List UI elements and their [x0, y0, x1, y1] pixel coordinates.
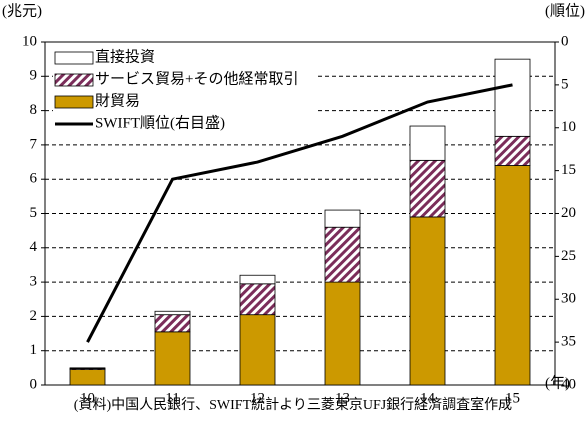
bar-segment — [494, 135, 531, 166]
legend-swatch — [54, 95, 94, 109]
bar-segment — [69, 369, 106, 386]
y-tick-label: 3 — [30, 274, 38, 290]
bar-segment — [154, 310, 191, 316]
bar-segment — [239, 314, 276, 386]
bar-segment — [324, 281, 361, 386]
y-tick-label: 10 — [22, 33, 37, 49]
x-tick-label: 14 — [420, 390, 436, 406]
bar-segment — [154, 331, 191, 386]
y2-tick-label: 5 — [561, 76, 569, 92]
legend-swatch — [54, 51, 94, 65]
bar-segment — [409, 125, 446, 161]
x-axis-unit: (年) — [545, 374, 570, 391]
y-tick-label: 4 — [30, 239, 38, 255]
y-tick-label: 2 — [30, 308, 38, 324]
y2-tick-label: 20 — [561, 205, 576, 221]
x-tick-label: 12 — [250, 390, 265, 406]
legend-label: 財貿易 — [95, 92, 140, 109]
line — [86, 83, 513, 343]
bar-segment — [409, 159, 446, 218]
y2-tick-label: 25 — [561, 248, 576, 264]
bar-segment — [494, 165, 531, 386]
x-tick-label: 10 — [80, 390, 95, 406]
y-tick-label: 7 — [30, 136, 38, 152]
y-tick-label: 8 — [30, 102, 38, 118]
y2-tick-label: 15 — [561, 162, 576, 178]
y2-axis-label: (順位) — [545, 2, 585, 19]
x-tick-label: 15 — [505, 390, 520, 406]
y-tick-label: 0 — [30, 376, 38, 392]
bar-segment — [324, 209, 361, 228]
y2-tick-label: 30 — [561, 291, 576, 307]
bar-segment — [409, 216, 446, 386]
y2-tick-label: 35 — [561, 334, 576, 350]
bar-segment — [154, 314, 191, 333]
legend-box — [53, 46, 315, 138]
bar-segment — [494, 58, 531, 137]
bar-segment — [324, 226, 361, 283]
bar-segment — [239, 283, 276, 316]
legend-label: SWIFT順位(右目盛) — [95, 114, 225, 131]
bar-segment — [69, 367, 106, 369]
y2-tick-label: 0 — [561, 33, 569, 49]
y2-tick-label: 10 — [561, 119, 576, 135]
legend-swatch — [54, 73, 94, 87]
legend-label: 直接投資 — [95, 48, 155, 65]
y2-tick-label: 40 — [561, 376, 576, 392]
x-tick-label: 13 — [335, 390, 350, 406]
y-tick-label: 1 — [30, 342, 38, 358]
bar-segment — [239, 274, 276, 285]
y-tick-label: 9 — [30, 68, 38, 84]
source-note: (資料)中国人民銀行、SWIFT統計より三菱東京UFJ銀行経済調査室作成 — [74, 396, 512, 413]
y-tick-label: 6 — [30, 171, 38, 187]
y-tick-label: 5 — [30, 205, 38, 221]
x-tick-label: 11 — [165, 390, 179, 406]
plot-frame — [44, 41, 556, 386]
legend-label: サービス貿易+その他経常取引 — [95, 70, 298, 87]
y-axis-label: (兆元) — [2, 2, 42, 19]
